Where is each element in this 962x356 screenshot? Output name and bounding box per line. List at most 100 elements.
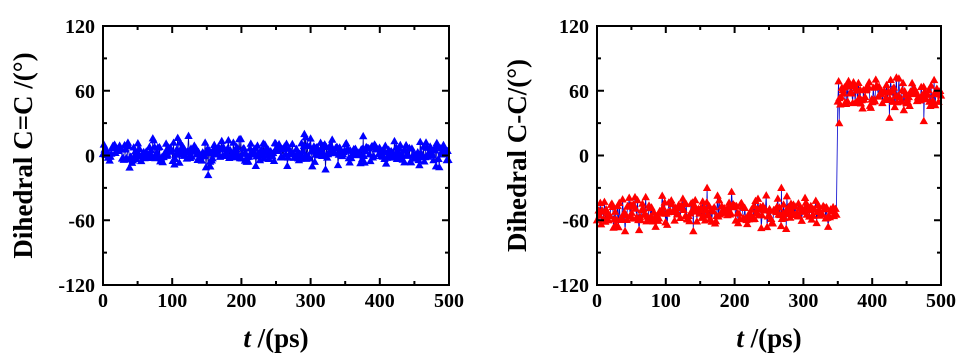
data-point-triangle	[203, 170, 213, 179]
data-point-triangle	[839, 89, 848, 97]
data-point-triangle	[200, 151, 209, 160]
data-point-triangle	[860, 92, 870, 101]
data-point-triangle	[924, 85, 933, 94]
data-point-triangle	[911, 86, 920, 94]
data-point-triangle	[782, 192, 792, 200]
data-point-triangle	[124, 141, 133, 150]
x-axis-label-unit: /(ps)	[251, 323, 309, 353]
data-point-triangle	[167, 147, 177, 155]
data-point-triangle	[834, 76, 843, 85]
data-point-triangle	[844, 76, 853, 85]
data-point-triangle	[890, 102, 899, 111]
x-tick-label: 0	[98, 290, 108, 312]
data-point-triangle	[777, 183, 786, 192]
x-tick-label: 300	[788, 290, 818, 312]
data-point-triangle	[342, 139, 351, 147]
data-point-triangle	[618, 195, 627, 203]
x-tick-label: 200	[720, 290, 750, 312]
data-point-triangle	[200, 138, 210, 146]
data-point-triangle	[208, 153, 217, 162]
data-point-triangle	[685, 216, 694, 225]
data-point-triangle	[125, 163, 134, 171]
data-point-triangle	[832, 210, 841, 218]
data-point-triangle	[919, 116, 928, 125]
data-point-triangle	[251, 161, 260, 169]
data-point-triangle	[244, 157, 253, 165]
data-point-triangle	[782, 224, 791, 233]
data-point-triangle	[416, 137, 425, 146]
data-point-triangle	[733, 218, 743, 227]
data-point-triangle	[327, 135, 337, 143]
data-point-triangle	[709, 207, 718, 215]
data-point-triangle	[169, 138, 178, 146]
data-point-triangle	[753, 194, 763, 202]
y-tick-label: 120	[559, 16, 589, 38]
plot-frame	[596, 25, 942, 286]
data-point-triangle	[301, 133, 310, 141]
data-point-triangle	[926, 81, 936, 89]
data-point-triangle	[152, 147, 162, 156]
data-point-triangle	[740, 203, 749, 211]
data-point-triangle	[676, 213, 685, 222]
data-point-triangle	[123, 138, 133, 146]
data-point-triangle	[269, 148, 278, 157]
data-point-triangle	[321, 165, 330, 173]
data-point-triangle	[239, 144, 249, 152]
y-tick-label: 120	[65, 16, 95, 38]
data-point-triangle	[737, 198, 746, 207]
data-point-triangle	[899, 105, 909, 114]
data-point-triangle	[807, 215, 816, 223]
data-point-triangle	[670, 216, 679, 224]
y-tick-label: -120	[552, 275, 589, 297]
data-point-triangle	[439, 140, 448, 149]
data-point-triangle	[269, 156, 279, 165]
data-point-triangle	[678, 194, 688, 202]
data-point-triangle	[885, 113, 894, 121]
data-point-triangle	[358, 131, 368, 140]
data-point-triangle	[928, 95, 937, 104]
x-tick-label: 500	[926, 290, 956, 312]
chart-panel-right: -120 -60 0 60 120 0 100 200 300 400 500 t /(ps) Dihe…	[502, 16, 956, 353]
data-point-triangle	[206, 162, 215, 170]
x-tick-label: 500	[434, 290, 464, 312]
data-point-triangle	[288, 139, 297, 148]
data-point-triangle	[326, 140, 335, 148]
data-point-triangle	[187, 152, 197, 160]
data-point-triangle	[689, 226, 698, 235]
data-point-triangle	[171, 154, 180, 163]
data-point-triangle	[691, 195, 700, 204]
data-point-triangle	[614, 222, 623, 231]
data-point-triangle	[886, 75, 895, 84]
data-point-triangle	[606, 211, 615, 220]
data-point-triangle	[133, 139, 143, 147]
chart-panel-left: -120 -60 0 60 120 0 100 200 300 400 500 t /(ps) Dihe…	[8, 16, 464, 353]
data-point-triangle	[224, 136, 233, 144]
data-point-triangle	[864, 82, 873, 90]
y-tick-label: -120	[58, 275, 95, 297]
data-point-triangle	[636, 215, 645, 224]
x-tick-label: 100	[651, 290, 681, 312]
data-point-triangle	[197, 156, 207, 164]
data-point-triangle	[814, 200, 823, 208]
data-point-triangle	[898, 78, 908, 87]
data-point-triangle	[762, 222, 772, 231]
data-point-triangle	[596, 220, 606, 228]
data-point-triangle	[667, 196, 676, 204]
data-point-triangle	[710, 202, 719, 211]
x-tick-label: 200	[226, 290, 256, 312]
data-point-triangle	[864, 77, 874, 86]
data-point-triangle	[726, 208, 735, 217]
data-point-triangle	[775, 203, 784, 211]
data-point-triangle	[823, 222, 833, 230]
data-point-triangle	[897, 96, 906, 105]
data-point-triangle	[929, 75, 939, 84]
data-point-triangle	[702, 183, 712, 192]
data-point-triangle	[654, 213, 664, 222]
data-point-triangle	[149, 136, 158, 144]
data-point-triangle	[818, 210, 827, 218]
data-point-triangle	[428, 150, 437, 158]
data-point-triangle	[158, 157, 167, 166]
data-point-triangle	[866, 103, 876, 111]
y-tick-label: 0	[579, 146, 589, 168]
